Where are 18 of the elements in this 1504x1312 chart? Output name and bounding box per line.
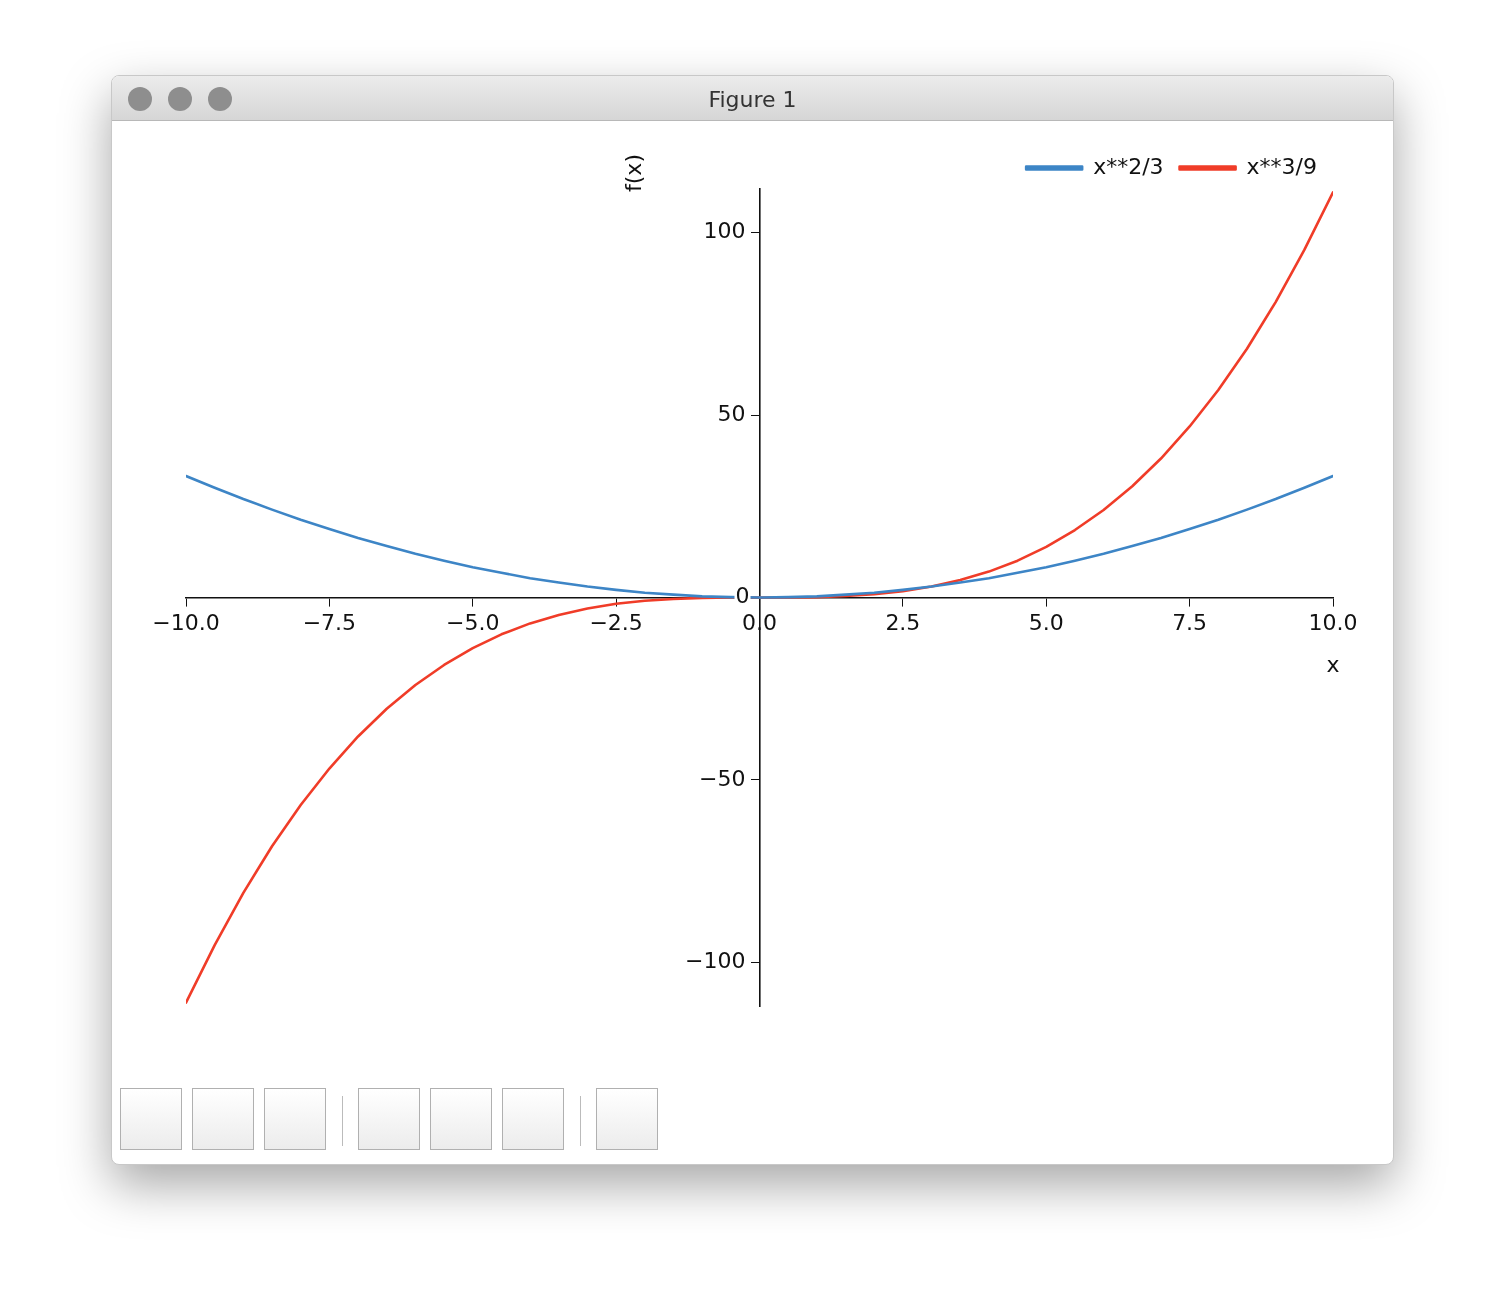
x-axis-title: x — [1326, 652, 1340, 678]
x-tick-label: −7.5 — [302, 610, 357, 636]
x-tick-label: 2.5 — [885, 610, 921, 636]
y-tick-label: −100 — [685, 947, 746, 973]
x-tick-label: −5.0 — [446, 610, 500, 636]
x-tick-label: 10.0 — [1308, 610, 1358, 636]
y-tick-label: 100 — [703, 218, 746, 244]
y-axis-title: f(x) — [621, 154, 647, 192]
x-tick-label: 7.5 — [1172, 610, 1208, 636]
x-tick-label: −2.5 — [589, 610, 643, 636]
legend-label: x**3/9 — [1246, 153, 1318, 179]
y-tick-label: 0 — [735, 583, 750, 609]
y-tick-label: −50 — [699, 765, 746, 791]
legend-label: x**2/3 — [1093, 153, 1164, 179]
x-tick-label: 5.0 — [1028, 610, 1064, 636]
x-tick-label: −10.0 — [152, 610, 220, 636]
chart-title: Figure 1 — [707, 87, 798, 112]
y-tick-label: 50 — [717, 400, 746, 426]
